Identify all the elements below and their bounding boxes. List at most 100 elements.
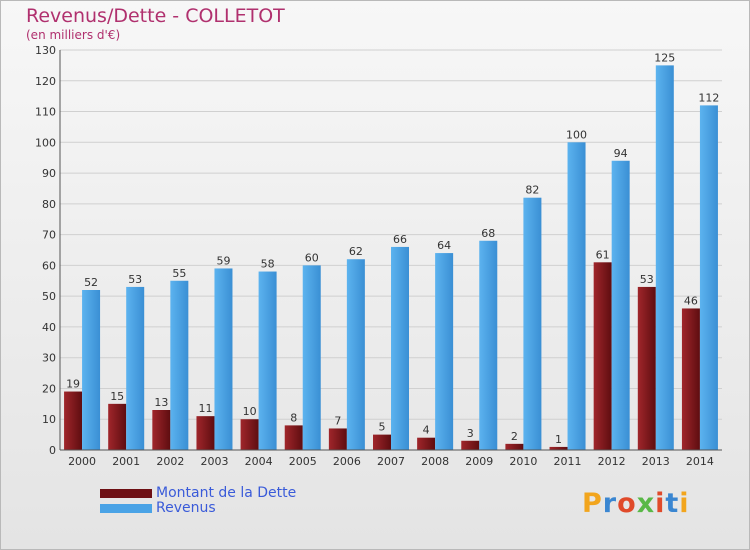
- chart-subtitle: (en milliers d'€): [26, 28, 121, 42]
- bar-revenus: [567, 142, 586, 451]
- logo-letter: r: [602, 488, 618, 519]
- y-tick-label: 0: [49, 444, 56, 457]
- bar-dette: [284, 425, 303, 450]
- logo-letter: i: [655, 488, 666, 519]
- bar-dette: [373, 434, 391, 450]
- data-label-revenus: 82: [525, 184, 539, 197]
- x-tick-label: 2005: [289, 455, 317, 468]
- bar-revenus: [170, 280, 189, 450]
- data-label-dette: 46: [684, 294, 698, 307]
- data-label-dette: 10: [243, 405, 257, 418]
- data-label-dette: 19: [66, 378, 80, 391]
- bar-dette: [505, 443, 524, 450]
- data-label-revenus: 68: [481, 227, 495, 240]
- bar-revenus: [699, 105, 718, 450]
- data-label-revenus: 66: [393, 233, 407, 246]
- bar-dette: [108, 403, 127, 450]
- data-label-dette: 15: [110, 390, 124, 403]
- data-label-revenus: 125: [654, 51, 675, 64]
- x-tick-label: 2010: [509, 455, 537, 468]
- y-tick-label: 70: [42, 229, 56, 242]
- legend-swatch-debt: [100, 489, 152, 498]
- x-tick-label: 2012: [598, 455, 626, 468]
- bar-dette: [417, 437, 436, 450]
- data-label-revenus: 100: [566, 128, 587, 141]
- bar-revenus: [479, 240, 498, 450]
- logo-letter: P: [582, 488, 603, 519]
- legend-label-revenus: Revenus: [156, 500, 216, 516]
- bar-revenus: [523, 197, 542, 450]
- bar-revenus: [126, 286, 145, 450]
- proxiti-logo: Proxiti: [582, 488, 690, 519]
- bar-revenus: [611, 160, 630, 450]
- y-tick-label: 100: [35, 136, 56, 149]
- bars: 1952155313551159105886076256646436828211…: [64, 51, 719, 451]
- data-label-dette: 11: [198, 402, 212, 415]
- bar-dette: [593, 262, 612, 450]
- bar-dette: [461, 440, 480, 450]
- legend-swatch-revenus: [100, 504, 152, 513]
- bar-revenus: [435, 253, 454, 450]
- x-tick-label: 2014: [686, 455, 714, 468]
- data-label-revenus: 60: [305, 251, 319, 264]
- bar-revenus: [82, 290, 101, 450]
- logo-letter: o: [617, 488, 637, 519]
- bar-dette: [549, 446, 568, 450]
- x-tick-label: 2004: [245, 455, 273, 468]
- data-label-dette: 13: [154, 396, 168, 409]
- data-label-dette: 4: [423, 424, 430, 437]
- y-tick-label: 80: [42, 198, 56, 211]
- y-tick-label: 30: [42, 352, 56, 365]
- data-label-dette: 7: [334, 414, 341, 427]
- y-tick-label: 110: [35, 106, 56, 119]
- y-tick-label: 10: [42, 413, 56, 426]
- x-tick-label: 2000: [68, 455, 96, 468]
- data-label-revenus: 62: [349, 245, 363, 258]
- logo-letter: t: [665, 488, 680, 519]
- legend-label-debt: Montant de la Dette: [156, 485, 297, 501]
- bar-dette: [196, 416, 215, 450]
- bar-revenus: [346, 259, 365, 450]
- x-tick-label: 2009: [465, 455, 493, 468]
- y-tick-label: 60: [42, 259, 56, 272]
- bar-dette: [240, 419, 259, 450]
- x-tick-label: 2013: [642, 455, 670, 468]
- data-label-dette: 8: [290, 411, 297, 424]
- data-label-dette: 3: [467, 427, 474, 440]
- y-tick-label: 40: [42, 321, 56, 334]
- data-label-revenus: 112: [698, 91, 719, 104]
- bar-revenus: [391, 246, 409, 450]
- data-label-dette: 5: [379, 421, 386, 434]
- data-label-revenus: 53: [128, 273, 142, 286]
- logo-letter: x: [636, 488, 656, 519]
- data-label-dette: 2: [511, 430, 518, 443]
- bar-revenus: [214, 268, 233, 450]
- bar-dette: [328, 428, 347, 450]
- x-tick-label: 2007: [377, 455, 405, 468]
- data-label-revenus: 94: [614, 147, 628, 160]
- bar-dette: [64, 391, 83, 450]
- bar-revenus: [302, 265, 321, 450]
- data-label-dette: 1: [555, 433, 562, 446]
- bar-revenus: [258, 271, 277, 450]
- y-tick-label: 20: [42, 382, 56, 395]
- chart-title: Revenus/Dette - COLLETOT: [26, 5, 285, 27]
- bar-dette: [637, 286, 656, 450]
- y-tick-label: 50: [42, 290, 56, 303]
- x-tick-label: 2003: [200, 455, 228, 468]
- logo-letter: i: [679, 488, 690, 519]
- y-tick-label: 90: [42, 167, 56, 180]
- data-label-revenus: 59: [216, 254, 230, 267]
- data-label-revenus: 58: [261, 258, 275, 271]
- data-label-revenus: 55: [172, 267, 186, 280]
- x-tick-label: 2011: [554, 455, 582, 468]
- data-label-revenus: 64: [437, 239, 451, 252]
- bar-dette: [152, 410, 171, 450]
- data-label-revenus: 52: [84, 276, 98, 289]
- data-label-dette: 53: [640, 273, 654, 286]
- x-tick-label: 2008: [421, 455, 449, 468]
- y-tick-label: 120: [35, 75, 56, 88]
- data-label-dette: 61: [596, 248, 610, 261]
